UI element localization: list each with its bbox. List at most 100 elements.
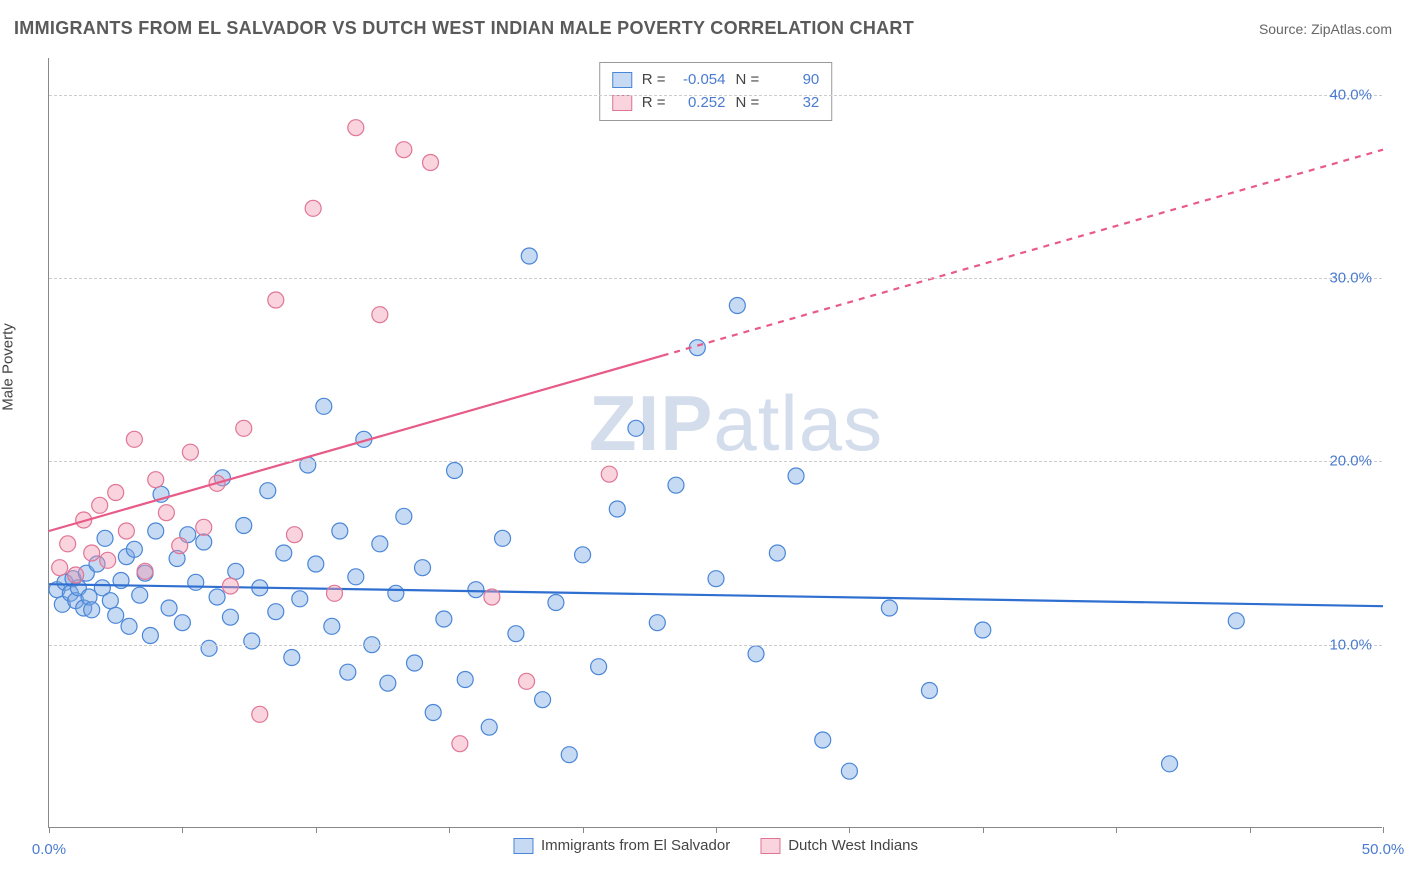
trend-line-extrapolated [663,150,1383,356]
n-value: 90 [769,69,819,92]
data-point [495,530,511,546]
data-point [126,431,142,447]
data-point [388,585,404,601]
data-point [521,248,537,264]
data-point [118,523,134,539]
legend-row-series-1: R = -0.054 N = 90 [612,69,820,92]
data-point [196,534,212,550]
data-point [769,545,785,561]
data-point [452,736,468,752]
data-point [284,650,300,666]
data-point [276,545,292,561]
data-point [396,508,412,524]
data-point [788,468,804,484]
data-point [457,672,473,688]
data-point [484,589,500,605]
data-point [425,705,441,721]
data-point [841,763,857,779]
data-point [52,560,68,576]
x-tick [316,827,317,833]
data-point [201,640,217,656]
legend-swatch [760,838,780,854]
legend-label: Immigrants from El Salvador [541,837,730,854]
data-point [348,120,364,136]
x-tick [716,827,717,833]
data-point [729,298,745,314]
data-point [252,706,268,722]
data-point [535,692,551,708]
data-point [132,587,148,603]
data-point [142,628,158,644]
gridline [49,95,1382,96]
data-point [815,732,831,748]
data-point [372,307,388,323]
data-point [668,477,684,493]
data-point [102,593,118,609]
x-tick [1116,827,1117,833]
y-tick-label: 40.0% [1329,86,1372,103]
data-point [708,571,724,587]
legend-correlation-box: R = -0.054 N = 90 R = 0.252 N = 32 [599,62,833,121]
data-point [236,420,252,436]
data-point [228,563,244,579]
data-point [628,420,644,436]
data-point [396,142,412,158]
y-tick-label: 10.0% [1329,636,1372,653]
data-point [340,664,356,680]
data-point [148,523,164,539]
data-point [137,563,153,579]
data-point [975,622,991,638]
legend-swatch [612,72,632,88]
x-tick [849,827,850,833]
data-point [481,719,497,735]
data-point [244,633,260,649]
data-point [268,604,284,620]
data-point [172,538,188,554]
data-point [60,536,76,552]
data-point [121,618,137,634]
x-tick [1383,827,1384,833]
data-point [108,607,124,623]
trend-line [49,584,1383,606]
chart-plot-area: ZIPatlas R = -0.054 N = 90 R = 0.252 N =… [48,58,1382,828]
data-point [423,155,439,171]
data-point [326,585,342,601]
data-point [222,578,238,594]
data-point [601,466,617,482]
legend-swatch [612,95,632,111]
gridline [49,278,1382,279]
chart-svg-overlay [49,58,1382,827]
data-point [508,626,524,642]
data-point [305,200,321,216]
data-point [268,292,284,308]
data-point [649,615,665,631]
data-point [84,545,100,561]
legend-item-series-2: Dutch West Indians [760,837,918,854]
data-point [308,556,324,572]
data-point [196,519,212,535]
data-point [689,340,705,356]
gridline [49,461,1382,462]
data-point [188,574,204,590]
legend-item-series-1: Immigrants from El Salvador [513,837,730,854]
data-point [316,398,332,414]
data-point [174,615,190,631]
x-tick-label: 0.0% [32,841,66,858]
x-tick [49,827,50,833]
data-point [92,497,108,513]
r-value: -0.054 [676,69,726,92]
legend-swatch [513,838,533,854]
data-point [436,611,452,627]
data-point [921,683,937,699]
r-label: R = [642,69,666,92]
data-point [372,536,388,552]
data-point [68,567,84,583]
data-point [1162,756,1178,772]
data-point [575,547,591,563]
data-point [292,591,308,607]
data-point [380,675,396,691]
data-point [447,463,463,479]
n-label: N = [736,69,760,92]
data-point [222,609,238,625]
data-point [236,518,252,534]
